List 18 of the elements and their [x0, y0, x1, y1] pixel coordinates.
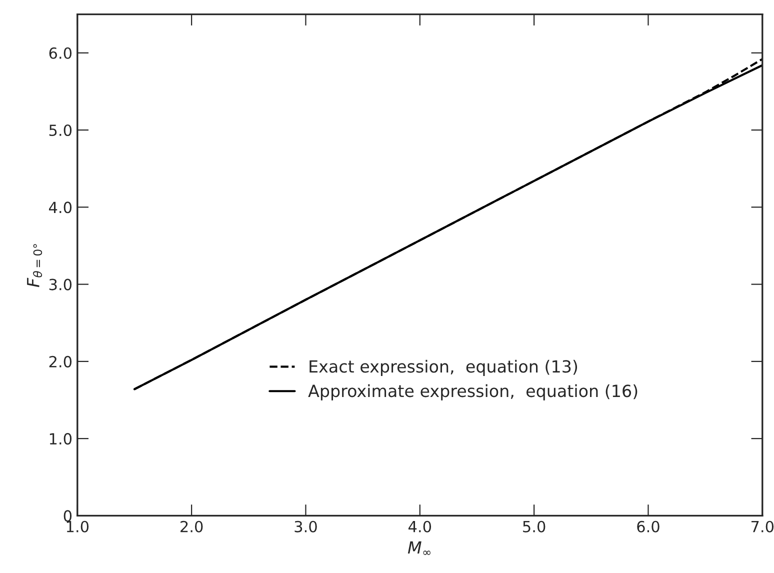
y-tick-label: 3.0 — [49, 278, 72, 290]
x-axis-title: M$_{∞}$ — [408, 541, 430, 555]
y-tick-label: 1.0 — [50, 433, 72, 445]
y-axis-title: F$_{θ=0°}$ — [27, 244, 42, 288]
x-tick-label: 3.0 — [294, 520, 317, 532]
legend-label: Exact expression, equation (13) — [310, 360, 578, 376]
x-tick-label: 7.0 — [751, 520, 774, 532]
x-tick-label: 6.0 — [637, 520, 660, 532]
y-tick-label: 6.0 — [49, 47, 72, 59]
x-tick-label: 5.0 — [523, 520, 546, 532]
x-tick-label: 2.0 — [180, 520, 203, 532]
x-tick-label: 1.0 — [66, 520, 89, 532]
legend-label: Approximate expression, equation (16) — [308, 384, 638, 400]
y-tick-label: 2.0 — [49, 356, 72, 368]
y-tick-label: 4.0 — [48, 202, 72, 214]
y-tick-label: 0 — [64, 510, 72, 522]
x-tick-label: 4.0 — [408, 520, 432, 532]
y-tick-label: 5.0 — [49, 124, 72, 136]
